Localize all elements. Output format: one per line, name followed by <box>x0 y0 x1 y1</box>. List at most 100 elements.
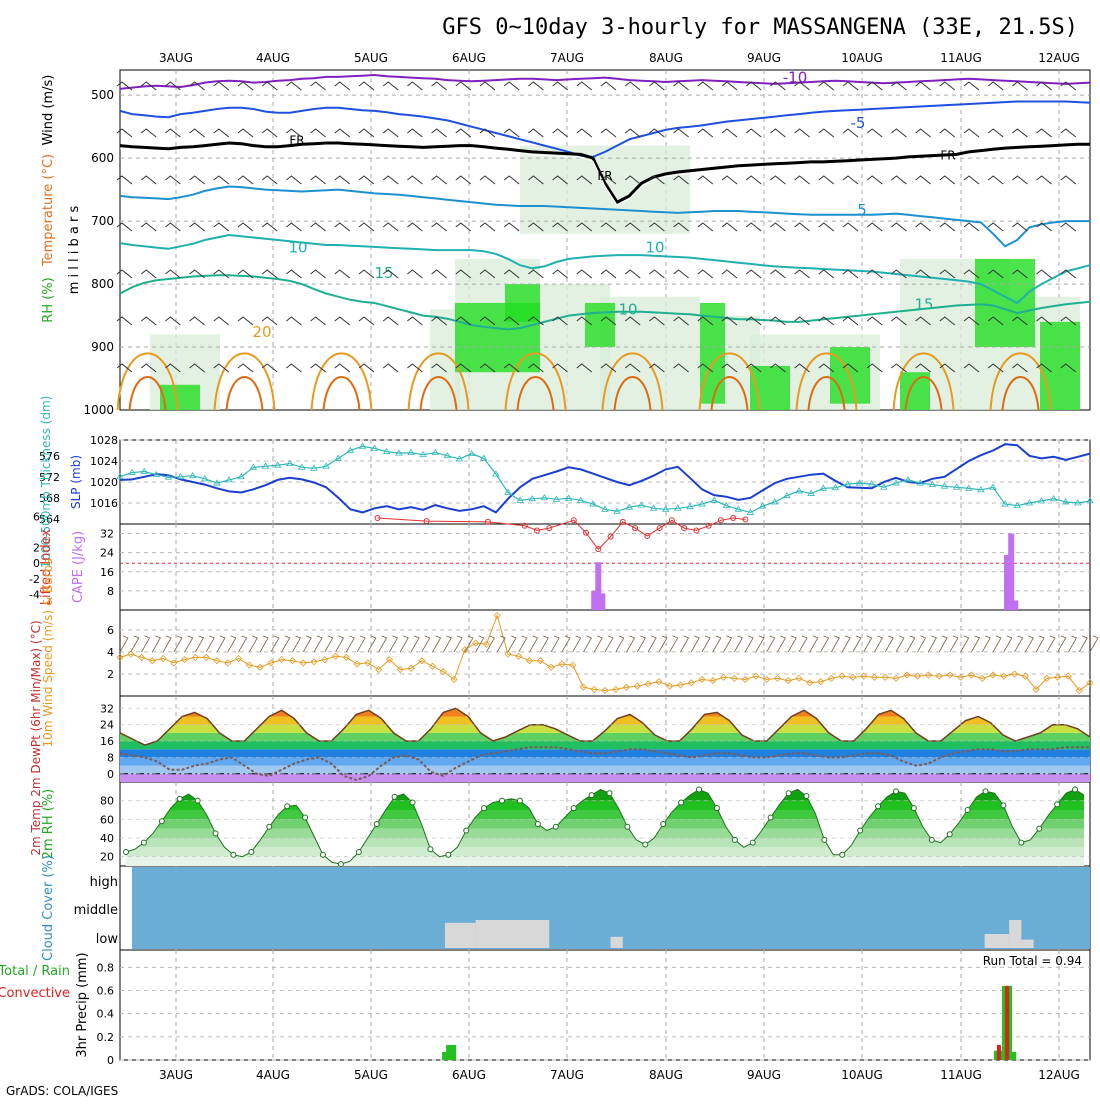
lifted-index-point <box>607 533 614 540</box>
contour-label: -5 <box>851 114 866 132</box>
rh-point <box>570 805 577 812</box>
wind-barb <box>334 222 351 232</box>
contour-label: 15 <box>914 295 933 313</box>
wind-barb-10m <box>960 635 970 653</box>
pressure-tick-label: 1000 <box>83 403 114 417</box>
wind-barb-10m <box>701 635 711 653</box>
wind-barb <box>649 363 665 373</box>
rh-point <box>355 849 362 855</box>
wind-barb <box>818 128 835 138</box>
precip-tick-label: 0.6 <box>97 985 115 998</box>
wind-barb <box>503 175 520 185</box>
rh-color-band <box>126 819 1084 829</box>
wind-barb <box>1036 175 1052 185</box>
wind-barb <box>673 128 689 138</box>
rh-point <box>516 797 523 804</box>
wind-barb <box>721 269 738 279</box>
wind-barb <box>1012 128 1028 138</box>
wind-barb <box>1036 128 1052 138</box>
lifted-index-point <box>656 525 663 532</box>
thickness-tick-label: 564 <box>39 513 60 526</box>
wind-barb <box>1012 175 1028 185</box>
isotherm-warm-loop-inner <box>419 376 458 411</box>
wind-barb <box>261 222 278 232</box>
wind-barb-10m <box>1003 635 1013 653</box>
wind-barb <box>479 175 496 185</box>
thickness-point <box>637 501 646 508</box>
wind-barb <box>600 316 617 326</box>
thickness-point <box>674 504 682 511</box>
lifted-index-point <box>546 525 553 532</box>
wind-speed-point <box>622 683 631 691</box>
wind-speed-point <box>1010 670 1019 678</box>
wind-barb <box>455 81 472 91</box>
thickness-point <box>298 463 306 470</box>
wind-barb <box>358 269 375 279</box>
wind-barb <box>794 269 810 279</box>
wind-barb <box>407 363 423 373</box>
lifted-index-point <box>595 546 602 553</box>
wind-barb <box>673 363 689 373</box>
thickness-point <box>407 448 415 455</box>
wind-speed-point <box>881 673 889 681</box>
upper-air-axis-label: m i l l i b a r s <box>67 206 82 295</box>
wind-barb <box>939 363 956 373</box>
wind-barb <box>963 222 980 232</box>
wind-barb <box>963 316 980 326</box>
slp-tick-label: 1028 <box>90 434 118 447</box>
rh-point <box>409 799 416 806</box>
wind-speed-point <box>784 676 792 685</box>
wind-barb <box>745 175 762 185</box>
thickness-point <box>370 444 379 451</box>
rh-point <box>445 851 452 858</box>
wind-barb-10m <box>1068 635 1078 653</box>
thickness-point <box>152 470 161 478</box>
thickness-point <box>989 483 997 490</box>
li-tick-label: 2 <box>33 542 40 555</box>
wind-barb <box>552 222 568 232</box>
rh-point <box>857 827 864 834</box>
wind-barb-10m <box>442 635 452 653</box>
isotherm-warm-loop <box>601 352 664 411</box>
wind-barb <box>165 81 181 91</box>
precip-total-bar <box>446 1044 457 1060</box>
wind-barb <box>261 363 278 373</box>
wind-barb <box>140 363 157 373</box>
footer-credit: GrADS: COLA/IGES <box>6 1084 118 1098</box>
wind-barb-10m <box>496 635 506 653</box>
precip-tick-label: 0.8 <box>97 961 115 974</box>
wind-speed-point <box>579 683 588 691</box>
wind-speed-point <box>450 675 458 684</box>
rh-point <box>1054 801 1061 808</box>
wind-barb <box>237 81 254 91</box>
wind-barb <box>479 222 496 232</box>
isotherm-10 <box>119 233 1091 305</box>
thickness-point <box>577 496 585 503</box>
isotherm-minus10 <box>119 73 1091 90</box>
thickness-point <box>819 484 827 491</box>
wind-barb <box>891 269 907 279</box>
isotherm-15 <box>119 274 1091 331</box>
wind-barb <box>552 128 568 138</box>
wind-barb <box>818 269 835 279</box>
wind-barb <box>576 81 593 91</box>
wind-barb <box>794 175 810 185</box>
isotherm-warm-loop <box>310 352 373 411</box>
isotherm-warm-loop-inner <box>613 376 652 411</box>
thickness-point <box>176 472 185 480</box>
isotherm-warm-loop-inner <box>807 376 846 411</box>
rh-tick-label: 20 <box>100 851 114 864</box>
wind-speed-point <box>181 656 189 664</box>
rh-point <box>552 823 559 830</box>
wind-barb <box>891 363 907 373</box>
wind-barb <box>503 363 520 373</box>
wind-barb <box>576 269 593 279</box>
wind-barb <box>358 363 375 373</box>
upper-air-axis-label: RH (%) <box>41 277 56 322</box>
wind-speed-point <box>913 672 922 680</box>
wind-barb <box>842 363 859 373</box>
panel-frame-7 <box>119 949 1091 1061</box>
wind-barb <box>382 81 399 91</box>
wind-barb <box>915 316 931 326</box>
thickness-point <box>443 451 452 459</box>
